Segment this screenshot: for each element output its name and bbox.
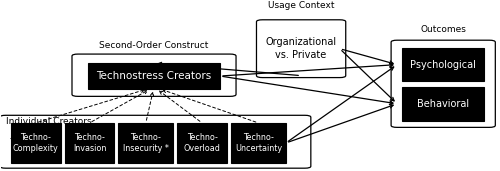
Text: Techno-
Complexity: Techno- Complexity: [12, 133, 58, 153]
FancyBboxPatch shape: [256, 20, 346, 78]
FancyBboxPatch shape: [391, 40, 496, 127]
FancyBboxPatch shape: [177, 123, 227, 163]
FancyBboxPatch shape: [402, 48, 484, 81]
FancyBboxPatch shape: [88, 63, 220, 89]
Text: Techno-
Overload: Techno- Overload: [184, 133, 220, 153]
Text: Second-Order Construct: Second-Order Construct: [100, 41, 208, 50]
FancyBboxPatch shape: [10, 123, 60, 163]
Text: Techno-
Uncertainty: Techno- Uncertainty: [235, 133, 282, 153]
FancyBboxPatch shape: [0, 115, 311, 168]
FancyBboxPatch shape: [231, 123, 286, 163]
FancyBboxPatch shape: [64, 123, 114, 163]
Text: Techno-
Insecurity *: Techno- Insecurity *: [123, 133, 168, 153]
Text: Techno-
Invasion: Techno- Invasion: [73, 133, 106, 153]
Text: Psychological: Psychological: [410, 60, 476, 70]
Text: Technostress Creators: Technostress Creators: [96, 71, 212, 81]
Text: Individual Creators: Individual Creators: [6, 117, 92, 126]
Text: Usage Context: Usage Context: [268, 1, 334, 10]
Text: Outcomes: Outcomes: [420, 25, 466, 34]
FancyBboxPatch shape: [402, 87, 484, 121]
FancyBboxPatch shape: [72, 54, 236, 96]
Text: Organizational
vs. Private: Organizational vs. Private: [266, 37, 336, 60]
FancyBboxPatch shape: [118, 123, 173, 163]
Text: Behavioral: Behavioral: [417, 99, 470, 109]
